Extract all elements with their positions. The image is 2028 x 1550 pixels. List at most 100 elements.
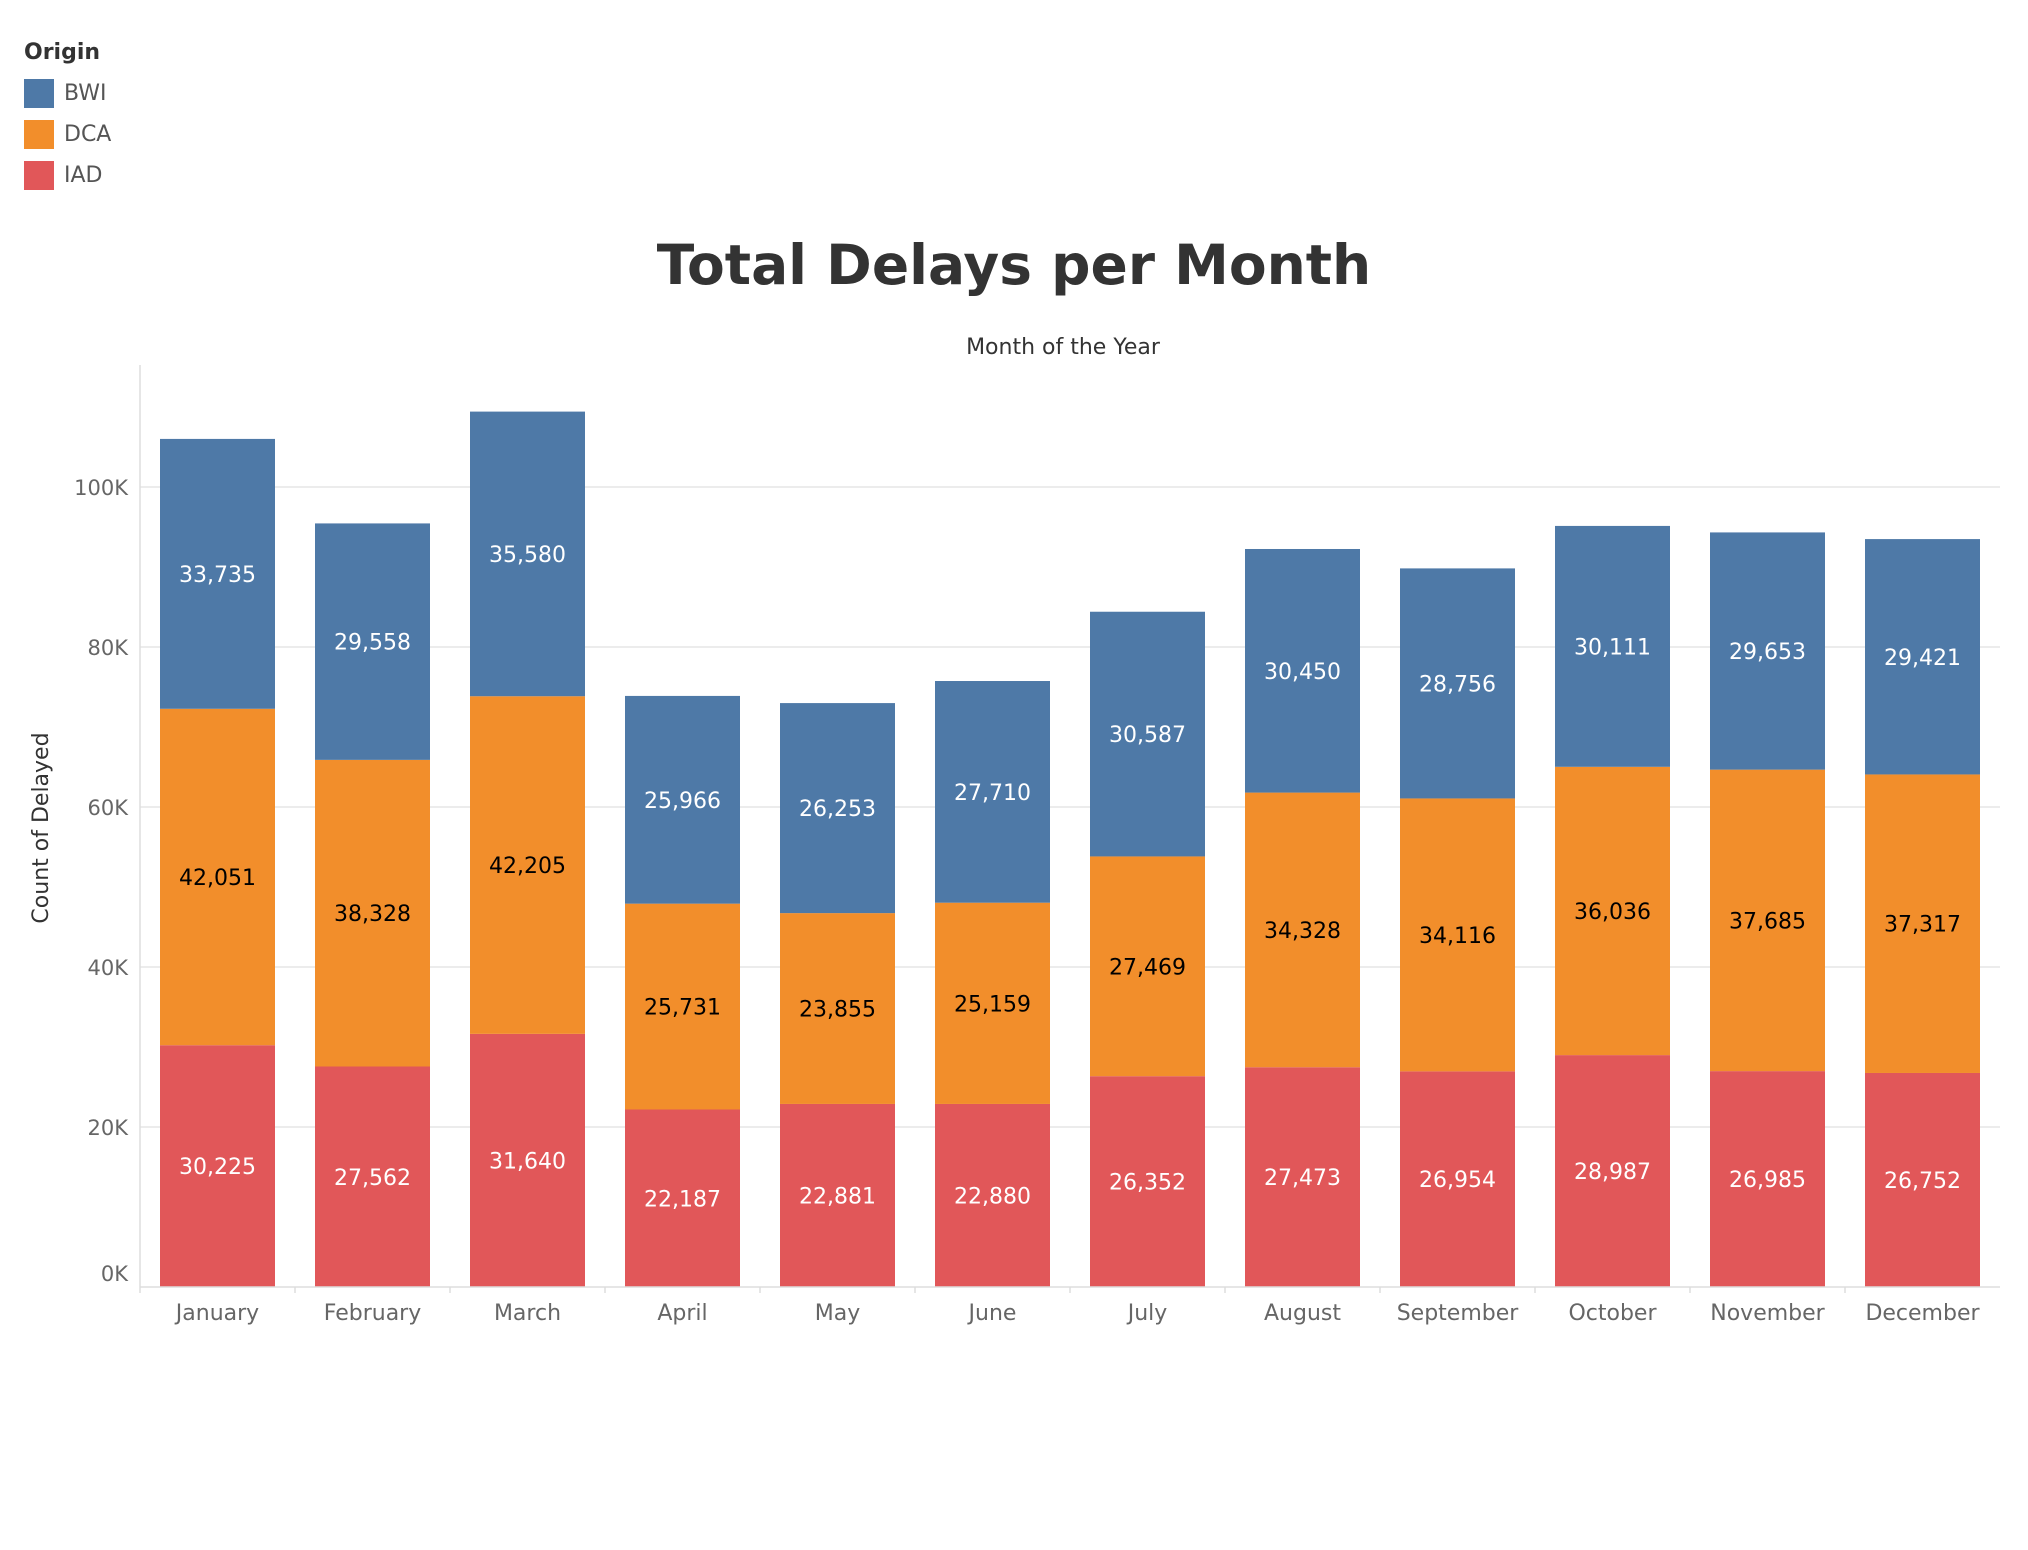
gridlines [140, 486, 2000, 1128]
data-label: 42,051 [179, 866, 256, 891]
bar-iad-december [1865, 1072, 1980, 1287]
x-tick-label: March [494, 1301, 561, 1326]
x-tick-label: July [1126, 1301, 1168, 1326]
legend-item-bwi[interactable]: BWI [24, 73, 111, 114]
bar-bwi-may [780, 703, 895, 914]
legend-swatch-dca [24, 120, 54, 149]
data-label: 30,450 [1264, 660, 1341, 685]
data-label: 29,558 [334, 631, 411, 656]
data-label: 28,756 [1419, 672, 1496, 697]
data-label: 25,731 [644, 996, 721, 1021]
bar-dca-january [160, 708, 275, 1046]
data-label: 27,562 [334, 1166, 411, 1191]
y-tick-label: 60K [88, 796, 130, 820]
bar-bwi-november [1710, 532, 1825, 770]
bar-bwi-august [1245, 548, 1360, 793]
x-tick-label: May [815, 1301, 860, 1326]
legend-swatch-iad [24, 161, 54, 190]
data-label: 38,328 [334, 902, 411, 927]
data-label: 30,111 [1574, 635, 1651, 660]
bar-dca-april [625, 903, 740, 1110]
data-label: 26,752 [1884, 1169, 1961, 1194]
data-label: 26,954 [1419, 1168, 1496, 1193]
y-tick-label: 80K [88, 636, 130, 660]
bar-dca-june [935, 902, 1050, 1104]
legend-item-iad[interactable]: IAD [24, 155, 111, 196]
x-tick-label: September [1397, 1301, 1520, 1326]
bar-iad-february [315, 1066, 430, 1287]
bar-iad-july [1090, 1076, 1205, 1287]
bar-iad-september [1400, 1071, 1515, 1287]
x-tick-label: November [1710, 1301, 1825, 1326]
x-tick-label: August [1264, 1301, 1341, 1326]
bar-dca-august [1245, 792, 1360, 1068]
legend-label-iad: IAD [64, 163, 103, 188]
data-label: 28,987 [1574, 1160, 1651, 1185]
bar-bwi-october [1555, 525, 1670, 767]
x-tick-label: December [1865, 1301, 1980, 1326]
data-label: 22,881 [799, 1184, 876, 1209]
data-label: 25,966 [644, 789, 721, 814]
bar-bwi-december [1865, 539, 1980, 775]
data-label: 37,685 [1729, 909, 1806, 934]
bar-iad-january [160, 1045, 275, 1287]
x-tick-label: April [657, 1301, 707, 1326]
bar-iad-april [625, 1109, 740, 1287]
data-label: 26,985 [1729, 1168, 1806, 1193]
bar-bwi-april [625, 695, 740, 904]
data-label: 26,253 [799, 797, 876, 822]
legend-item-dca[interactable]: DCA [24, 114, 111, 155]
data-label: 37,317 [1884, 913, 1961, 938]
bar-bwi-september [1400, 568, 1515, 799]
data-label: 26,352 [1109, 1171, 1186, 1196]
data-label: 29,653 [1729, 640, 1806, 665]
data-label: 35,580 [489, 543, 566, 568]
data-label: 31,640 [489, 1149, 566, 1174]
data-label: 25,159 [954, 992, 1031, 1017]
legend-label-dca: DCA [64, 122, 112, 147]
legend-swatch-bwi [24, 79, 54, 108]
bar-iad-may [780, 1103, 895, 1287]
bar-dca-september [1400, 798, 1515, 1072]
x-axis-title: Month of the Year [966, 335, 1161, 360]
data-label: 27,710 [954, 781, 1031, 806]
y-tick-label: 0K [101, 1262, 129, 1286]
data-label: 27,469 [1109, 955, 1186, 980]
bar-bwi-july [1090, 611, 1205, 857]
legend-title: Origin [24, 40, 101, 65]
bar-dca-december [1865, 774, 1980, 1073]
data-label: 42,205 [489, 854, 566, 879]
x-tick-label: June [967, 1301, 1017, 1326]
data-label: 30,225 [179, 1155, 256, 1180]
chart-title: Total Delays per Month [656, 233, 1372, 297]
bar-iad-august [1245, 1067, 1360, 1287]
data-label: 36,036 [1574, 900, 1651, 925]
bar-iad-october [1555, 1055, 1670, 1287]
bar-dca-july [1090, 856, 1205, 1077]
bar-dca-may [780, 913, 895, 1104]
legend-label-bwi: BWI [64, 81, 107, 106]
data-label: 22,187 [644, 1187, 721, 1212]
bar-dca-october [1555, 766, 1670, 1056]
data-label: 29,421 [1884, 646, 1961, 671]
data-label: 23,855 [799, 998, 876, 1023]
data-label: 34,116 [1419, 924, 1496, 949]
x-tick-label: October [1568, 1301, 1657, 1326]
bar-bwi-june [935, 681, 1050, 903]
bar-bwi-february [315, 523, 430, 760]
data-label: 33,735 [179, 563, 256, 588]
legend: Origin BWI DCA IAD [24, 40, 111, 196]
y-tick-label: 40K [88, 956, 130, 980]
bar-dca-march [470, 696, 585, 1034]
bar-dca-november [1710, 769, 1825, 1072]
y-tick-label: 100K [74, 476, 129, 500]
bar-iad-june [935, 1103, 1050, 1287]
bar-iad-november [1710, 1071, 1825, 1287]
bar-dca-february [315, 759, 430, 1067]
y-tick-label: 20K [88, 1116, 130, 1140]
bar-iad-march [470, 1033, 585, 1287]
x-tick-label: February [324, 1301, 422, 1326]
bar-bwi-january [160, 438, 275, 709]
data-label: 30,587 [1109, 723, 1186, 748]
